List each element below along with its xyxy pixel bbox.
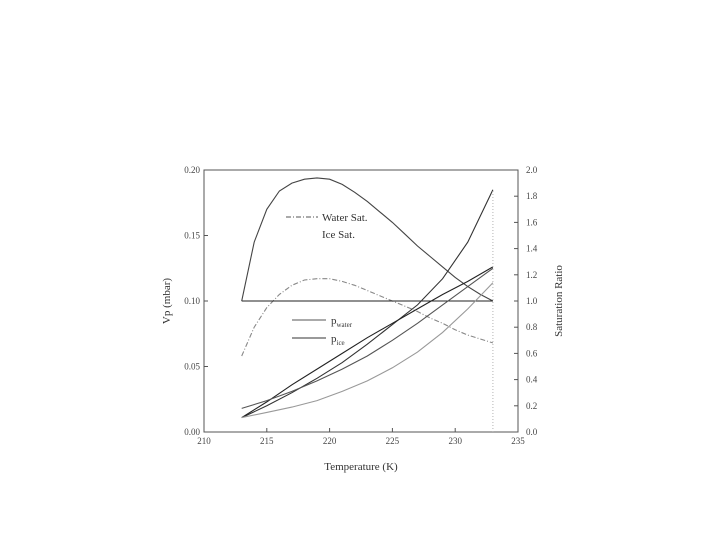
x-axis-label: Temperature (K) [324, 461, 398, 473]
legend-label-ice-sat: Ice Sat. [322, 229, 355, 241]
y-right-tick-label-1: 0.2 [526, 401, 537, 411]
legend-bottom: pwater pice [292, 315, 353, 347]
series-line-1 [241, 177, 494, 302]
y-left-tick-label-0: 0.00 [184, 427, 200, 437]
x-tick-label-0: 210 [197, 436, 211, 446]
y-right-tick-label-5: 1.0 [526, 296, 538, 306]
legend-p-ice-sub: ice [337, 339, 345, 347]
legend-p-water-sub: water [337, 321, 353, 329]
y-right-tick-label-2: 0.4 [526, 375, 538, 385]
y-left-tick-label-4: 0.20 [184, 165, 200, 175]
legend-p-water-main: p [331, 315, 337, 327]
x-tick-label-3: 225 [386, 436, 400, 446]
y-right-tick-label-8: 1.6 [526, 217, 538, 227]
y-left-tick-label-3: 0.15 [184, 231, 200, 241]
x-tick-label-2: 220 [323, 436, 337, 446]
y-left-tick-label-2: 0.10 [184, 296, 200, 306]
y-right-tick-label-9: 1.8 [526, 191, 538, 201]
ticks-layer: 210 215 220 225 230 235 0.00 0.05 0.10 0.15 0.20 0.… [184, 165, 538, 446]
series-line-5 [241, 266, 494, 419]
y-right-tick-label-3: 0.6 [526, 348, 538, 358]
legend-label-p-ice: pice [331, 333, 345, 347]
x-tick-label-5: 235 [511, 436, 525, 446]
y-right-tick-label-6: 1.2 [526, 270, 537, 280]
y-right-tick-label-0: 0.0 [526, 427, 538, 437]
y-right-tick-label-7: 1.4 [526, 244, 538, 254]
legend-label-p-water: pwater [331, 315, 353, 329]
y-right-tick-label-4: 0.8 [526, 322, 538, 332]
series-layer [241, 177, 494, 432]
legend-top: Water Sat. Ice Sat. [286, 212, 368, 241]
legend-p-ice-main: p [331, 333, 337, 345]
x-tick-label-1: 215 [260, 436, 274, 446]
x-tick-label-4: 230 [448, 436, 462, 446]
y-left-tick-label-1: 0.05 [184, 362, 200, 372]
series-line-7 [241, 282, 494, 419]
y-axis-left-label: Vp (mbar) [161, 278, 173, 324]
series-line-4 [241, 189, 494, 419]
series-line-6 [241, 267, 494, 409]
legend-label-water-sat: Water Sat. [322, 212, 368, 224]
y-right-tick-label-10: 2.0 [526, 165, 538, 175]
y-axis-right-label: Saturation Ratio [553, 265, 565, 337]
